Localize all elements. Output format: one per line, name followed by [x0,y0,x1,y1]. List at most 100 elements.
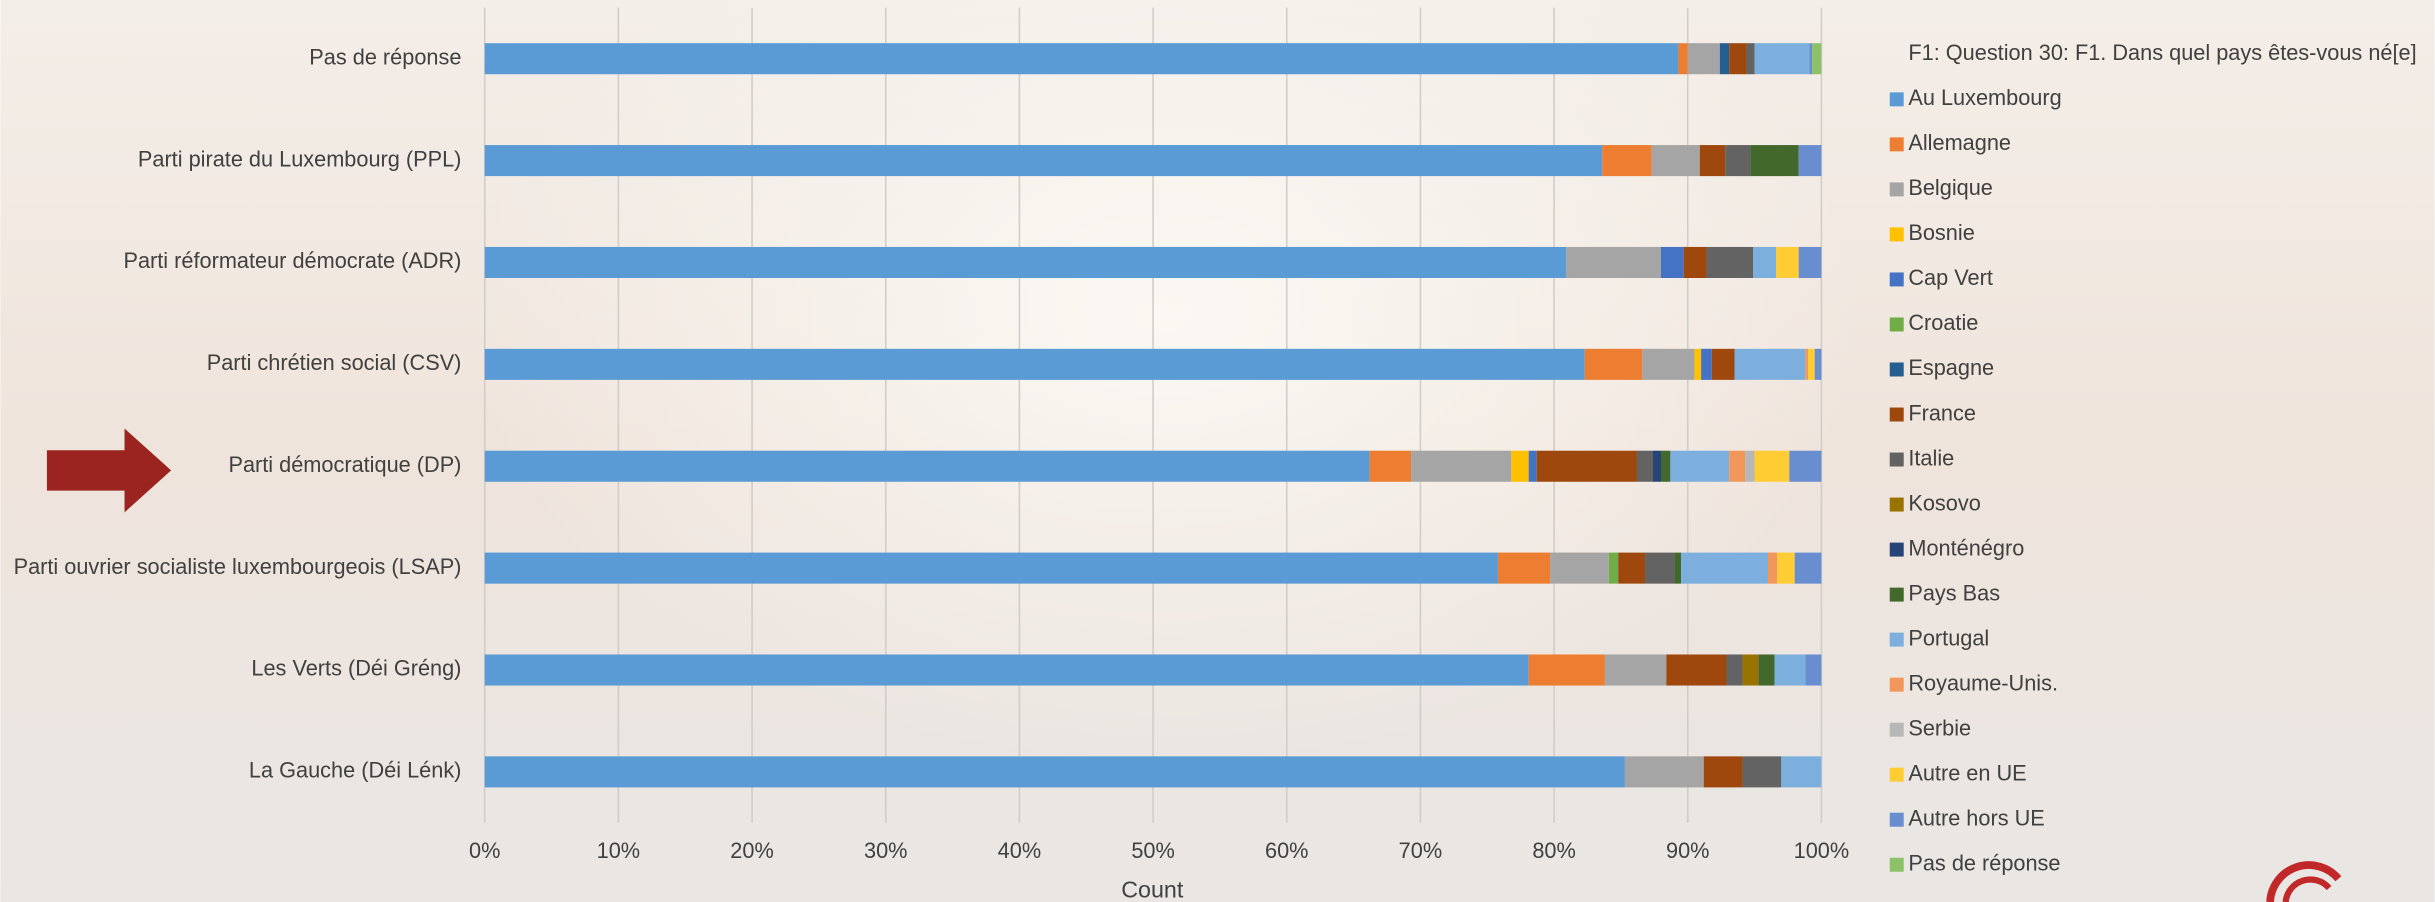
y-tick-label: Parti réformateur démocrate (ADR) [123,248,461,273]
bar-segment [1537,451,1637,482]
bar-segment [1625,756,1704,787]
legend-swatch [1890,543,1904,557]
bar-segment [1688,43,1720,74]
legend-swatch [1890,858,1904,872]
bar-segment [1645,553,1674,584]
legend-swatch [1890,633,1904,647]
bar-segment [1704,756,1743,787]
legend-label: Autre en UE [1908,760,2026,785]
x-tick-label: 80% [1532,838,1575,863]
bar-segment [1789,451,1821,482]
x-tick-label: 60% [1265,838,1308,863]
y-tick-label: Pas de réponse [309,44,461,69]
bar-segment [1777,553,1794,584]
bar-segment [1812,43,1821,74]
y-tick-label: La Gauche (Déi Lénk) [249,758,461,783]
bar-segment [1637,451,1653,482]
bar-segment [1775,654,1806,685]
legend-swatch [1890,408,1904,422]
bar-segment [1609,553,1618,584]
legend-label: Bosnie [1908,220,1974,245]
y-tick-label: Parti chrétien social (CSV) [207,350,462,375]
legend-swatch [1890,768,1904,782]
legend-swatch [1890,453,1904,467]
x-tick-label: 100% [1794,838,1850,863]
bar-segment [485,553,1498,584]
legend-swatch [1890,498,1904,512]
x-tick-label: 0% [469,838,500,863]
legend-swatch [1890,678,1904,692]
bar-segment [1809,43,1812,74]
bar-segment [485,756,1625,787]
bar-segment [1706,247,1753,278]
bar-segment [1411,451,1511,482]
bar-segment [485,654,1529,685]
legend-swatch [1890,317,1904,331]
bar-segment [1727,654,1743,685]
legend-swatch [1890,92,1904,106]
bar-segment [1701,349,1712,380]
bar-segment [1799,247,1822,278]
legend-swatch [1890,182,1904,196]
legend-swatch [1890,588,1904,602]
bar-segment [485,349,1585,380]
legend-label: Kosovo [1908,490,1980,515]
legend-label: Pas de réponse [1908,850,2060,875]
bar-segment [1725,145,1750,176]
bar-segment [1743,654,1759,685]
legend-label: Allemagne [1908,130,2011,155]
x-tick-label: 50% [1131,838,1174,863]
y-tick-label: Parti démocratique (DP) [228,452,461,477]
bar-segment [1642,349,1694,380]
bar-segment [1605,654,1666,685]
bar-segment [1602,145,1651,176]
bar-segment [485,247,1566,278]
bar-segment [1799,145,1822,176]
legend-label: Portugal [1908,625,1989,650]
x-tick-label: 20% [730,838,773,863]
bar-segment [1529,451,1537,482]
bar-segment [1529,654,1605,685]
legend-label: Pays Bas [1908,580,2000,605]
legend-label: Au Luxembourg [1908,85,2061,110]
legend-label: Belgique [1908,175,1993,200]
bar-segment [1670,451,1729,482]
legend-swatch [1890,723,1904,737]
bar-segment [1729,451,1745,482]
bar-segment [485,145,1602,176]
legend-title: F1: Question 30: F1. Dans quel pays êtes… [1908,40,2416,65]
bar-segment [1776,247,1799,278]
legend-label: Croatie [1908,310,1978,335]
bar-segment [1566,247,1661,278]
y-tick-label: Parti pirate du Luxembourg (PPL) [138,146,462,171]
x-axis-title: Count [1121,876,1184,902]
legend-swatch [1890,363,1904,377]
bar-segment [1618,553,1645,584]
legend-label: Royaume-Unis. [1908,670,2058,695]
chart: Count F1: Question 30: F1. Dans quel pay… [0,0,2435,902]
y-tick-label: Les Verts (Déi Gréng) [251,656,461,681]
x-tick-label: 70% [1399,838,1442,863]
bar-segment [1511,451,1528,482]
bar-segment [1678,43,1687,74]
bar-segment [1585,349,1642,380]
x-tick-label: 90% [1666,838,1709,863]
bar-segment [1674,553,1681,584]
bar-segment [1370,451,1411,482]
y-tick-label: Parti ouvrier socialiste luxembourgeois … [14,554,462,579]
bar-segment [1743,756,1782,787]
x-tick-label: 40% [998,838,1041,863]
bar-segment [1753,247,1776,278]
legend-label: France [1908,400,1976,425]
bar-segment [1498,553,1550,584]
bar-segment [1805,654,1821,685]
legend-label: Cap Vert [1908,265,1993,290]
legend-label: Monténégro [1908,535,2024,560]
bar-segment [1661,247,1684,278]
bar-segment [485,43,1679,74]
bar-segment [1700,145,1725,176]
bar-segment [1653,451,1661,482]
bar-segment [1747,43,1755,74]
legend-label: Serbie [1908,715,1971,740]
legend-label: Espagne [1908,355,1994,380]
